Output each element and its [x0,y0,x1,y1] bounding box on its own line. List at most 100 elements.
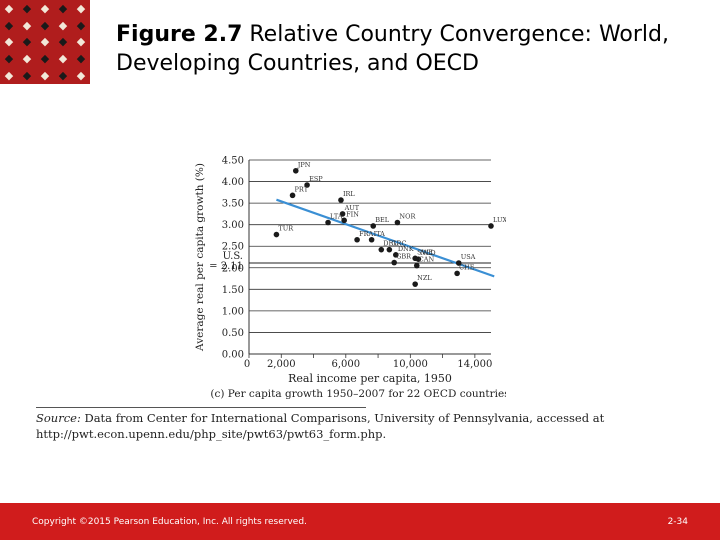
source-label: Source: [36,411,81,425]
logo-diamond-icon: ◆ [58,69,68,83]
logo-diamond-icon: ◆ [40,52,50,66]
point-label: SWE [417,248,433,256]
y-tick-label: 4.00 [222,177,244,188]
data-point [370,223,377,229]
footer-bar: Copyright ©2015 Pearson Education, Inc. … [0,503,720,540]
source-text: Data from Center for International Compa… [36,411,605,441]
data-point [325,219,331,226]
point-label: JPN [297,161,311,169]
x-tick-label: 0 [244,359,250,370]
data-point [378,246,385,253]
x-axis-title: Real income per capita, 1950 [288,372,452,385]
logo-diamond-icon: ◆ [22,69,32,83]
data-point [273,231,280,238]
logo-diamond-icon: ◆ [40,1,50,15]
logo-diamond-icon: ◆ [22,35,32,49]
y-tick-label: 0.50 [222,328,244,339]
page-number: 2-34 [667,517,688,527]
data-point [393,252,399,258]
logo-diamond-icon: ◆ [40,18,50,32]
scatter-chart: 0.00 0.50 1.00 1.50 2.00 2.50 3.00 3.50 4.00 4.50… [194,156,506,401]
logo-diamond-icon: ◆ [76,18,86,32]
logo-diamond-icon: ◆ [4,35,14,49]
point-label: ESP [309,175,323,183]
logo-diamond-icon: ◆ [4,69,14,83]
logo-pattern: ◆ ◆ ◆ ◆ ◆ ◆ ◆ ◆ ◆ ◆ ◆ ◆ ◆ ◆ ◆ ◆ ◆ ◆ ◆ ◆ ◆ ◆ ◆ ◆ ◆ [0,0,90,84]
point-label: DEU [383,240,399,248]
data-point [394,219,401,226]
point-label: IRL [343,190,355,198]
data-point [339,211,346,217]
point-label: GBR [396,253,412,261]
logo-diamond-icon: ◆ [22,52,32,66]
data-point [415,256,422,262]
point-label: NOR [399,213,416,221]
data-point [413,262,420,269]
point-label: CHE [459,263,475,271]
data-point [338,197,344,203]
point-label: USA [461,253,476,261]
logo-diamond-icon: ◆ [4,1,14,15]
point-label: FIN [346,210,359,218]
y-tick-label: 1.00 [222,306,244,317]
y-tick-label: 2.00 [222,263,244,274]
y-axis-title: Average real per capita growth (%) [194,163,206,352]
logo-diamond-icon: ◆ [76,52,86,66]
logo-diamond-icon: ◆ [58,35,68,49]
data-point [412,281,418,287]
logo-diamond-icon: ◆ [22,1,32,15]
data-point [354,236,360,243]
logo-diamond-icon: ◆ [76,1,86,15]
logo-diamond-icon: ◆ [40,69,50,83]
slide-title: Figure 2.7 Relative Country Convergence:… [116,20,706,78]
point-label: BEL [375,216,390,224]
data-point [292,167,299,174]
source-note: Source: Data from Center for Internation… [36,410,676,442]
data-point [391,259,397,266]
data-point [341,217,347,224]
y-tick-label: 2.50 [222,242,244,253]
y-tick-label: 3.50 [222,199,244,210]
data-point [386,246,393,253]
point-label: GRC [391,240,406,248]
x-tick-label: 6,000 [331,359,360,370]
logo-diamond-icon: ◆ [58,1,68,15]
point-label: FRA [359,230,373,238]
logo-diamond-icon: ◆ [76,35,86,49]
y-tick-label: 3.00 [222,220,244,231]
data-point [455,260,462,266]
point-label: NLD [420,249,435,257]
point-label: ITA [374,230,386,238]
point-label: AUT [344,204,360,212]
point-label: CAN [419,256,435,264]
y-tick-label: 0.00 [222,350,244,361]
chart-caption: (c) Per capita growth 1950–2007 for 22 O… [210,388,506,400]
x-tick-label: 10,000 [393,359,428,370]
logo-diamond-icon: ◆ [4,52,14,66]
point-label: LUX [493,216,506,224]
data-point [368,236,375,243]
point-label: LTA [330,213,343,221]
data-point [304,182,310,188]
y-tick-label: 4.50 [222,156,244,167]
logo-diamond-icon: ◆ [58,18,68,32]
logo-diamond-icon: ◆ [76,69,86,83]
figure-title: Relative Country Convergence: World, Dev… [116,22,669,76]
logo-diamond-icon: ◆ [40,35,50,49]
logo-diamond-icon: ◆ [58,52,68,66]
reference-value: = 2.11 [209,261,243,272]
copyright-text: Copyright ©2015 Pearson Education, Inc. … [32,517,307,527]
data-point [454,270,460,277]
x-tick-label: 2,000 [267,359,296,370]
source-divider [36,407,366,408]
point-label: TUR [278,225,294,233]
logo-diamond-icon: ◆ [22,18,32,32]
figure-number: Figure 2.7 [116,22,243,47]
logo-diamond-icon: ◆ [4,18,14,32]
logo: ◆ ◆ ◆ ◆ ◆ ◆ ◆ ◆ ◆ ◆ ◆ ◆ ◆ ◆ ◆ ◆ ◆ ◆ ◆ ◆ ◆ ◆ ◆ ◆ ◆ [0,0,90,84]
data-point [488,223,494,229]
point-label: PRT [295,185,309,193]
y-tick-label: 1.50 [222,285,244,296]
point-label: DNK [398,245,414,253]
x-tick-label: 14,000 [457,359,492,370]
